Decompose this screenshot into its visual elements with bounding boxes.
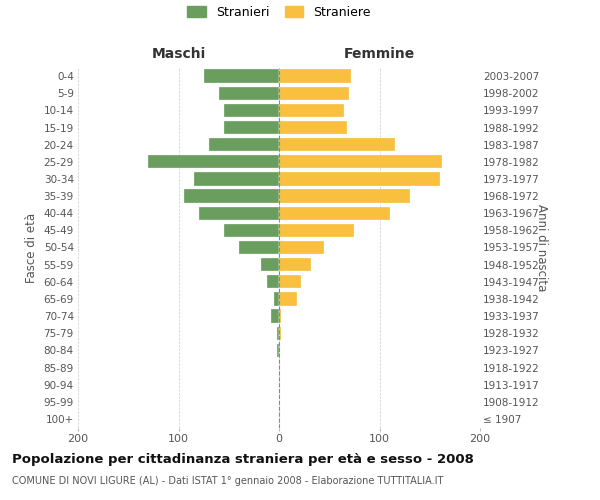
Bar: [203, 70, 279, 83]
Bar: [279, 86, 349, 100]
Bar: [261, 258, 279, 272]
Text: Femmine: Femmine: [344, 46, 415, 60]
Bar: [279, 104, 344, 117]
Y-axis label: Fasce di età: Fasce di età: [25, 212, 38, 282]
Bar: [279, 292, 297, 306]
Bar: [279, 241, 324, 254]
Bar: [224, 104, 279, 117]
Bar: [209, 138, 279, 151]
Bar: [279, 121, 347, 134]
Bar: [148, 155, 279, 168]
Bar: [279, 138, 395, 151]
Bar: [274, 292, 279, 306]
Text: Popolazione per cittadinanza straniera per età e sesso - 2008: Popolazione per cittadinanza straniera p…: [12, 452, 474, 466]
Text: Maschi: Maschi: [151, 46, 206, 60]
Bar: [199, 206, 279, 220]
Bar: [194, 172, 279, 186]
Legend: Stranieri, Straniere: Stranieri, Straniere: [184, 2, 374, 22]
Y-axis label: Anni di nascita: Anni di nascita: [535, 204, 548, 291]
Bar: [239, 241, 279, 254]
Bar: [279, 344, 280, 357]
Bar: [267, 275, 279, 288]
Bar: [224, 121, 279, 134]
Bar: [279, 326, 281, 340]
Bar: [218, 86, 279, 100]
Bar: [279, 155, 442, 168]
Bar: [279, 310, 281, 323]
Bar: [279, 190, 410, 203]
Bar: [271, 310, 279, 323]
Bar: [279, 258, 311, 272]
Bar: [279, 206, 389, 220]
Bar: [279, 275, 301, 288]
Text: COMUNE DI NOVI LIGURE (AL) - Dati ISTAT 1° gennaio 2008 - Elaborazione TUTTITALI: COMUNE DI NOVI LIGURE (AL) - Dati ISTAT …: [12, 476, 443, 486]
Bar: [277, 326, 279, 340]
Bar: [224, 224, 279, 237]
Bar: [277, 344, 279, 357]
Bar: [279, 70, 352, 83]
Bar: [279, 172, 440, 186]
Bar: [184, 190, 279, 203]
Bar: [279, 224, 355, 237]
